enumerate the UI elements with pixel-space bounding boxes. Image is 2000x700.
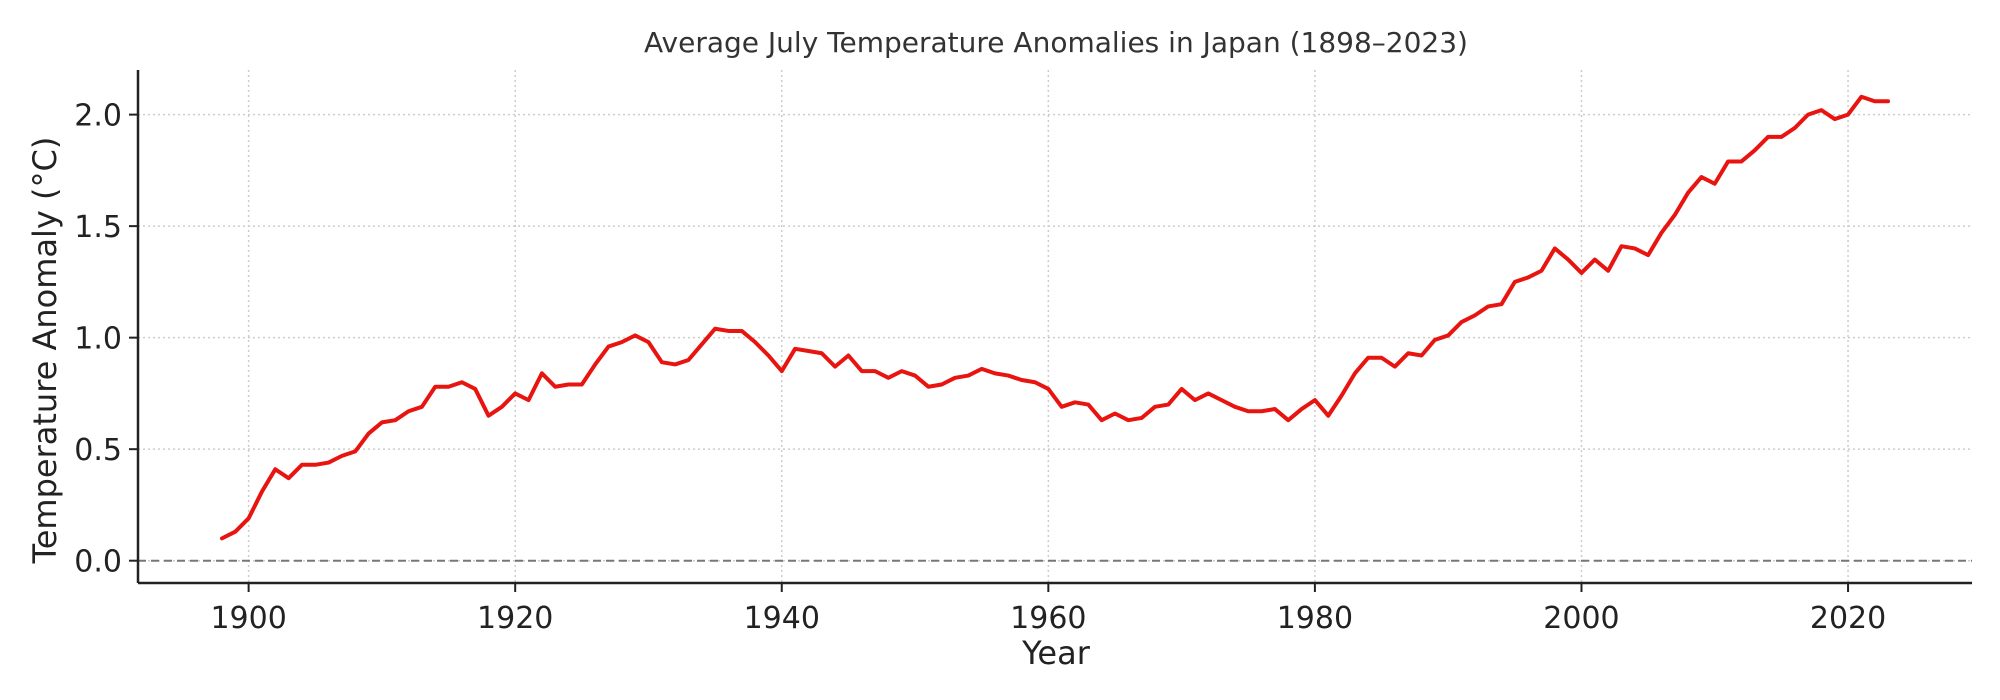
y-tick-label: 1.5 — [74, 210, 122, 245]
y-axis-ticks: 0.0 0.5 1.0 1.5 2.0 — [74, 99, 138, 580]
x-tick-label: 1900 — [210, 601, 286, 636]
x-tick-label: 1920 — [477, 601, 553, 636]
x-tick-label: 1960 — [1010, 601, 1086, 636]
x-tick-label: 2020 — [1810, 601, 1886, 636]
series-line — [219, 94, 1891, 541]
y-tick-label: 1.0 — [74, 322, 122, 357]
y-tick-label: 2.0 — [74, 99, 122, 134]
x-axis-ticks: 1900 1920 1940 1960 1980 2000 2020 — [210, 583, 1886, 636]
y-axis-label: Temperature Anomaly (°C) — [26, 137, 64, 565]
x-tick-label: 1940 — [744, 601, 820, 636]
x-tick-label: 2000 — [1543, 601, 1619, 636]
x-axis-label: Year — [1021, 634, 1091, 672]
y-tick-label: 0.0 — [74, 545, 122, 580]
gridlines — [138, 70, 1972, 583]
x-tick-label: 1980 — [1277, 601, 1353, 636]
chart-title: Average July Temperature Anomalies in Ja… — [644, 26, 1468, 59]
y-tick-label: 0.5 — [74, 433, 122, 468]
